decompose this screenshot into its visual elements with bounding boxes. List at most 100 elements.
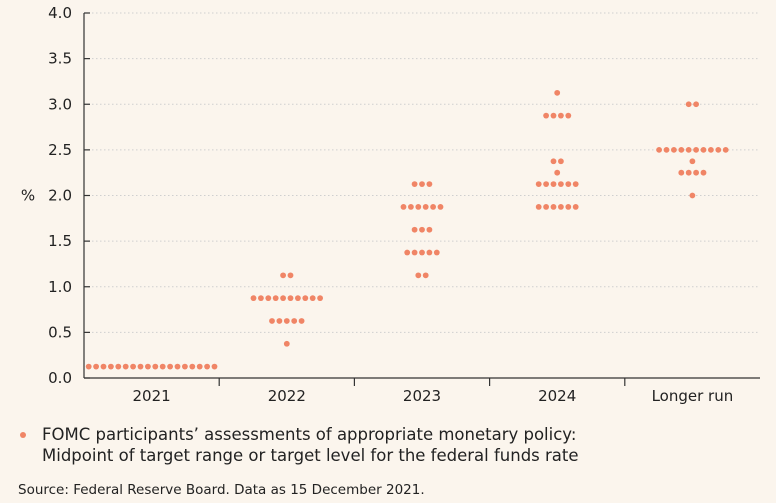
dot-point (411, 181, 418, 187)
dot-point (565, 112, 572, 119)
dot-point (689, 192, 696, 199)
dot-point (550, 204, 557, 210)
dot-point (554, 89, 561, 96)
dot-point (663, 146, 670, 153)
dot-point (685, 169, 692, 176)
dot-point (708, 146, 714, 153)
dot-point (415, 204, 422, 210)
dot-point (137, 363, 144, 370)
dot-point (196, 363, 203, 370)
dot-point (572, 181, 579, 187)
dot-point (689, 158, 696, 165)
dot-point (558, 158, 564, 165)
dot-point (280, 295, 286, 302)
y-tick-label: 3.5 (48, 50, 72, 68)
dot-point (130, 363, 137, 370)
dot-point (419, 249, 425, 256)
dot-point (250, 295, 257, 302)
dot-point (159, 363, 166, 370)
dot-point (693, 101, 699, 108)
dot-point (269, 318, 275, 324)
dot-point (700, 169, 707, 176)
dot-point (437, 204, 444, 210)
dot-point (211, 363, 218, 370)
dot-point (204, 363, 211, 370)
dot-point (287, 272, 294, 279)
dot-point (685, 146, 692, 153)
dot-point (404, 249, 411, 256)
dot-point (182, 363, 188, 370)
dot-point (272, 295, 279, 302)
y-tick-label: 0.5 (48, 323, 72, 341)
dot-point (287, 295, 294, 302)
dot-point (678, 169, 685, 176)
dot-point (558, 181, 564, 187)
dot-point (565, 181, 572, 187)
legend-line-1: FOMC participants’ assessments of approp… (42, 425, 577, 444)
dot-point (317, 295, 323, 302)
dot-point (100, 363, 107, 370)
dot-point (422, 272, 429, 279)
dot-point (93, 363, 99, 370)
dot-point (276, 318, 283, 324)
dot-point (693, 146, 699, 153)
y-tick-label: 4.0 (48, 4, 72, 22)
y-tick-label: 2.5 (48, 141, 72, 159)
dot-point (152, 363, 159, 370)
dot-point (426, 249, 433, 256)
dot-point (283, 340, 290, 347)
legend-text: FOMC participants’ assessments of approp… (42, 424, 579, 466)
dot-point (298, 318, 305, 324)
dot-point (108, 363, 114, 370)
dot-point (283, 318, 290, 324)
y-axis-label: % (21, 187, 35, 205)
dot-point (280, 272, 286, 279)
dot-point (302, 295, 309, 302)
dot-plot-chart: 0.0 0.5 1.0 1.5 2.0 2.5 3.0 3.5 4.0% 2021 2022 2023… (21, 4, 760, 405)
source-note: Source: Federal Reserve Board. Data as 1… (18, 482, 425, 498)
dot-point (291, 318, 298, 324)
dot-point (535, 181, 542, 187)
y-tick-label: 3.0 (48, 95, 72, 113)
dot-point (550, 158, 557, 165)
dot-point (411, 226, 418, 233)
dot-point (167, 363, 174, 370)
dot-point (415, 272, 422, 279)
legend-line-2: Midpoint of target range or target level… (42, 446, 579, 465)
dot-point (565, 204, 572, 210)
dot-point (678, 146, 685, 153)
dot-point (543, 112, 549, 119)
dot-point (115, 363, 122, 370)
dot-point (189, 363, 196, 370)
dot-point (685, 101, 692, 108)
dot-point (400, 204, 407, 210)
dot-point (265, 295, 272, 302)
x-tick-label: 2022 (268, 387, 306, 405)
dot-point (295, 295, 301, 302)
y-tick-label: 1.0 (48, 278, 72, 296)
dot-point (715, 146, 722, 153)
dot-point (174, 363, 181, 370)
dot-point (433, 249, 440, 256)
x-tick-label: 2024 (538, 387, 576, 405)
dot-point (422, 204, 429, 210)
dot-point (430, 204, 436, 210)
x-tick-label: 2023 (403, 387, 441, 405)
dot-point (558, 112, 564, 119)
dot-point (535, 204, 542, 210)
dot-point (145, 363, 151, 370)
dot-point (426, 226, 433, 233)
dot-point (543, 181, 549, 187)
dot-point (722, 146, 729, 153)
dot-point (85, 363, 92, 370)
dot-point (671, 146, 677, 153)
dot-point (411, 249, 418, 256)
dot-point (550, 112, 557, 119)
x-tick-label: 2021 (133, 387, 171, 405)
y-tick-label: 1.5 (48, 232, 72, 250)
dot-point (550, 181, 557, 187)
dot-point (309, 295, 316, 302)
dot-point (554, 169, 561, 176)
dot-point (656, 146, 662, 153)
dot-point (419, 226, 425, 233)
